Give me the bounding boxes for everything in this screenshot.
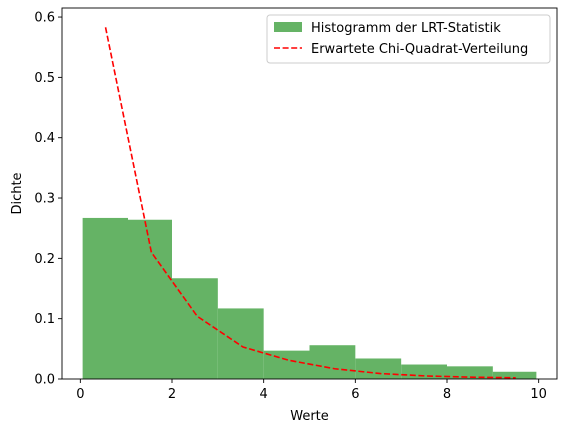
y-tick-label: 0.4 <box>34 131 55 146</box>
histogram-bar <box>309 345 356 379</box>
histogram-bar <box>128 219 172 379</box>
legend-box <box>266 14 551 64</box>
histogram-bar <box>82 217 128 379</box>
y-tick-label: 0.0 <box>34 373 55 388</box>
legend-label-histogram: Histogramm der LRT-Statistik <box>311 21 501 36</box>
histogram-bar <box>447 366 493 379</box>
y-tick-label: 0.5 <box>34 71 55 86</box>
y-tick-label: 0.3 <box>34 192 55 207</box>
chi-square-curve <box>104 27 516 379</box>
x-tick-label: 8 <box>443 387 451 402</box>
histogram-bars <box>82 217 537 379</box>
x-tick-label: 2 <box>168 387 176 402</box>
y-axis-label: Dichte <box>10 172 25 214</box>
legend-swatch-histogram <box>274 22 302 32</box>
x-tick-label: 4 <box>260 387 268 402</box>
histogram-bar <box>355 358 402 379</box>
legend: Histogramm der LRT-Statistik Erwartete C… <box>266 14 551 64</box>
y-tick-label: 0.1 <box>34 312 55 327</box>
x-tick-label: 6 <box>351 387 359 402</box>
histogram-bar <box>492 371 537 379</box>
axes <box>61 7 558 380</box>
histogram-bar <box>217 308 264 379</box>
y-tick-label: 0.6 <box>34 11 55 26</box>
y-tick-label: 0.2 <box>34 252 55 267</box>
legend-label-curve: Erwartete Chi-Quadrat-Verteilung <box>311 42 528 57</box>
x-tick-label: 10 <box>530 387 547 402</box>
x-axis-label: Werte <box>290 409 329 424</box>
y-axis-ticks: 0.0 0.1 0.2 0.3 0.4 0.5 0.6 <box>34 11 62 388</box>
x-tick-label: 0 <box>76 387 84 402</box>
x-axis-ticks: 0 2 4 6 8 10 <box>76 379 547 402</box>
histogram-bar <box>172 278 218 379</box>
plot-frame <box>61 7 558 380</box>
chi-square-curve-line <box>104 27 516 379</box>
